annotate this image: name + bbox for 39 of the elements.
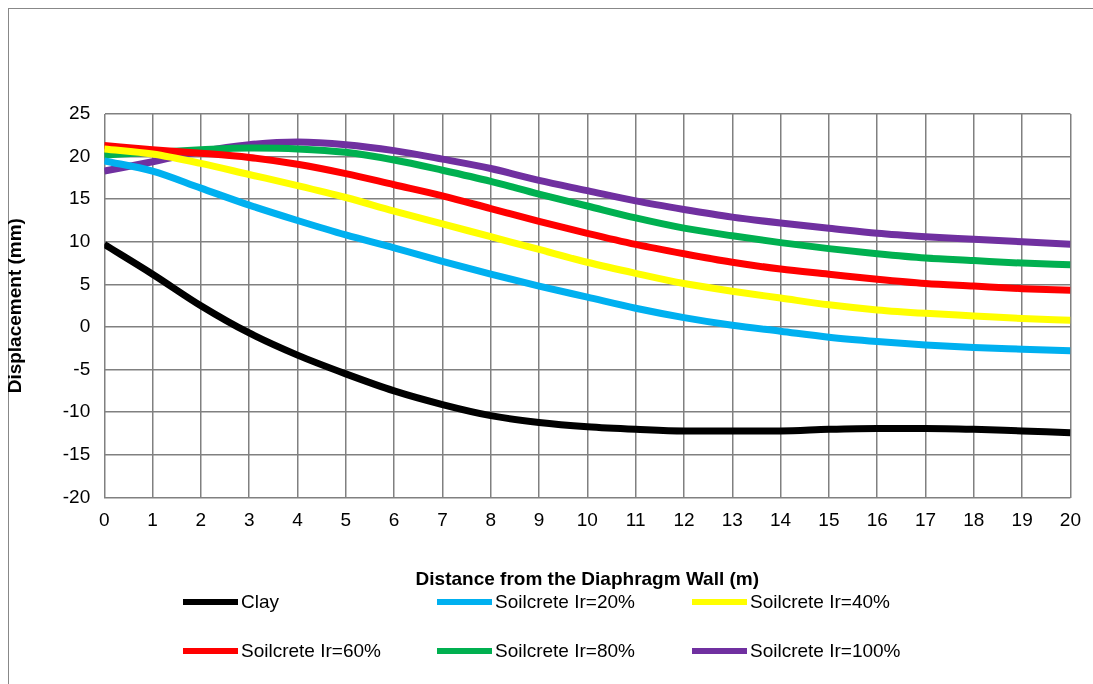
- x-tick-label: 2: [195, 509, 207, 531]
- x-tick-label: 6: [388, 509, 400, 531]
- x-tick-label: 9: [533, 509, 545, 531]
- x-tick-label: 16: [866, 509, 888, 531]
- x-tick-label: 12: [673, 509, 695, 531]
- legend-label: Soilcrete Ir=100%: [750, 639, 901, 662]
- y-tick-label: 5: [79, 272, 91, 294]
- x-tick-label: 3: [243, 509, 255, 531]
- y-tick-label: -5: [73, 357, 91, 379]
- x-tick-label: 0: [98, 509, 110, 531]
- y-tick-label: -10: [62, 400, 91, 422]
- y-tick-label: 15: [69, 187, 91, 209]
- x-tick-label: 17: [914, 509, 937, 531]
- y-tick-label: 0: [79, 315, 91, 337]
- x-tick-label: 10: [576, 509, 598, 531]
- x-tick-label: 7: [437, 509, 448, 531]
- x-tick-label: 1: [147, 509, 158, 531]
- y-tick-label: 10: [69, 230, 91, 252]
- x-tick-label: 5: [340, 509, 352, 531]
- y-axis-title: Displacement (mm): [3, 218, 25, 394]
- y-tick-label: -15: [62, 443, 91, 465]
- x-tick-label: 11: [625, 509, 646, 531]
- x-axis-title: Distance from the Diaphragm Wall (m): [415, 567, 760, 589]
- y-tick-label: 20: [69, 144, 91, 166]
- y-tick-label: -20: [62, 485, 91, 507]
- legend-label: Soilcrete Ir=20%: [495, 590, 635, 613]
- x-tick-label: 19: [1011, 509, 1033, 531]
- x-tick-label: 18: [963, 509, 985, 531]
- legend-label: Soilcrete Ir=40%: [750, 590, 890, 613]
- y-tick-label: 25: [69, 102, 91, 124]
- x-tick-label: 8: [485, 509, 497, 531]
- x-tick-label: 4: [292, 509, 304, 531]
- x-tick-label: 14: [770, 509, 792, 531]
- x-tick-label: 13: [721, 509, 743, 531]
- legend-label: Clay: [241, 590, 280, 613]
- legend-label: Soilcrete Ir=60%: [241, 639, 381, 662]
- legend-label: Soilcrete Ir=80%: [495, 639, 635, 662]
- x-tick-label: 15: [818, 509, 840, 531]
- x-tick-label: 20: [1059, 509, 1081, 531]
